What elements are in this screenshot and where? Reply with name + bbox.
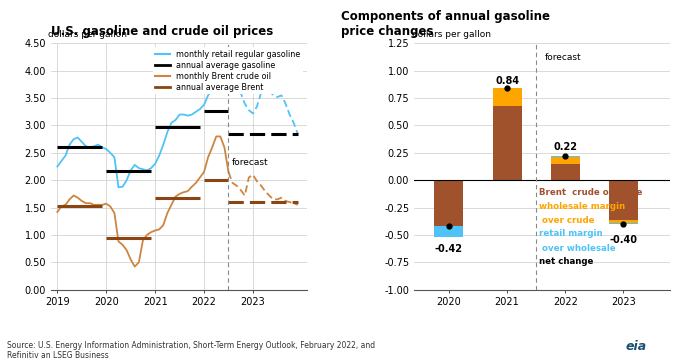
Text: 0.22: 0.22 (554, 142, 577, 152)
Text: dollars per gallon: dollars per gallon (48, 30, 127, 38)
Text: Components of annual gasoline
price changes: Components of annual gasoline price chan… (341, 10, 550, 38)
Text: forecast: forecast (545, 53, 581, 62)
Bar (492, 88, 522, 106)
Bar (551, 156, 580, 157)
Bar (551, 164, 580, 180)
Text: -0.42: -0.42 (435, 244, 463, 254)
Text: Source: U.S. Energy Information Administration, Short-Term Energy Outlook, Febru: Source: U.S. Energy Information Administ… (7, 341, 375, 360)
Bar (435, 180, 464, 237)
Text: -0.40: -0.40 (609, 235, 637, 245)
Bar (492, 106, 522, 180)
Bar (551, 157, 580, 164)
Bar (609, 180, 638, 220)
Legend: monthly retail regular gasoline, annual average gasoline, monthly Brent crude oi: monthly retail regular gasoline, annual … (152, 47, 303, 94)
Text: forecast: forecast (231, 158, 268, 167)
Text: Brent  crude oil price: Brent crude oil price (539, 188, 643, 197)
Text: 0.84: 0.84 (495, 76, 519, 86)
Text: dollars per gallon: dollars per gallon (411, 30, 490, 38)
Text: over wholesale: over wholesale (539, 244, 615, 253)
Bar (609, 220, 638, 223)
Text: wholesale margin: wholesale margin (539, 202, 625, 211)
Text: over crude: over crude (539, 216, 594, 225)
Bar (435, 226, 464, 237)
Text: eia: eia (625, 340, 647, 353)
Text: retail margin: retail margin (539, 230, 602, 239)
Text: net change: net change (539, 257, 594, 266)
Text: U.S. gasoline and crude oil prices: U.S. gasoline and crude oil prices (51, 25, 273, 38)
Bar (609, 223, 638, 224)
